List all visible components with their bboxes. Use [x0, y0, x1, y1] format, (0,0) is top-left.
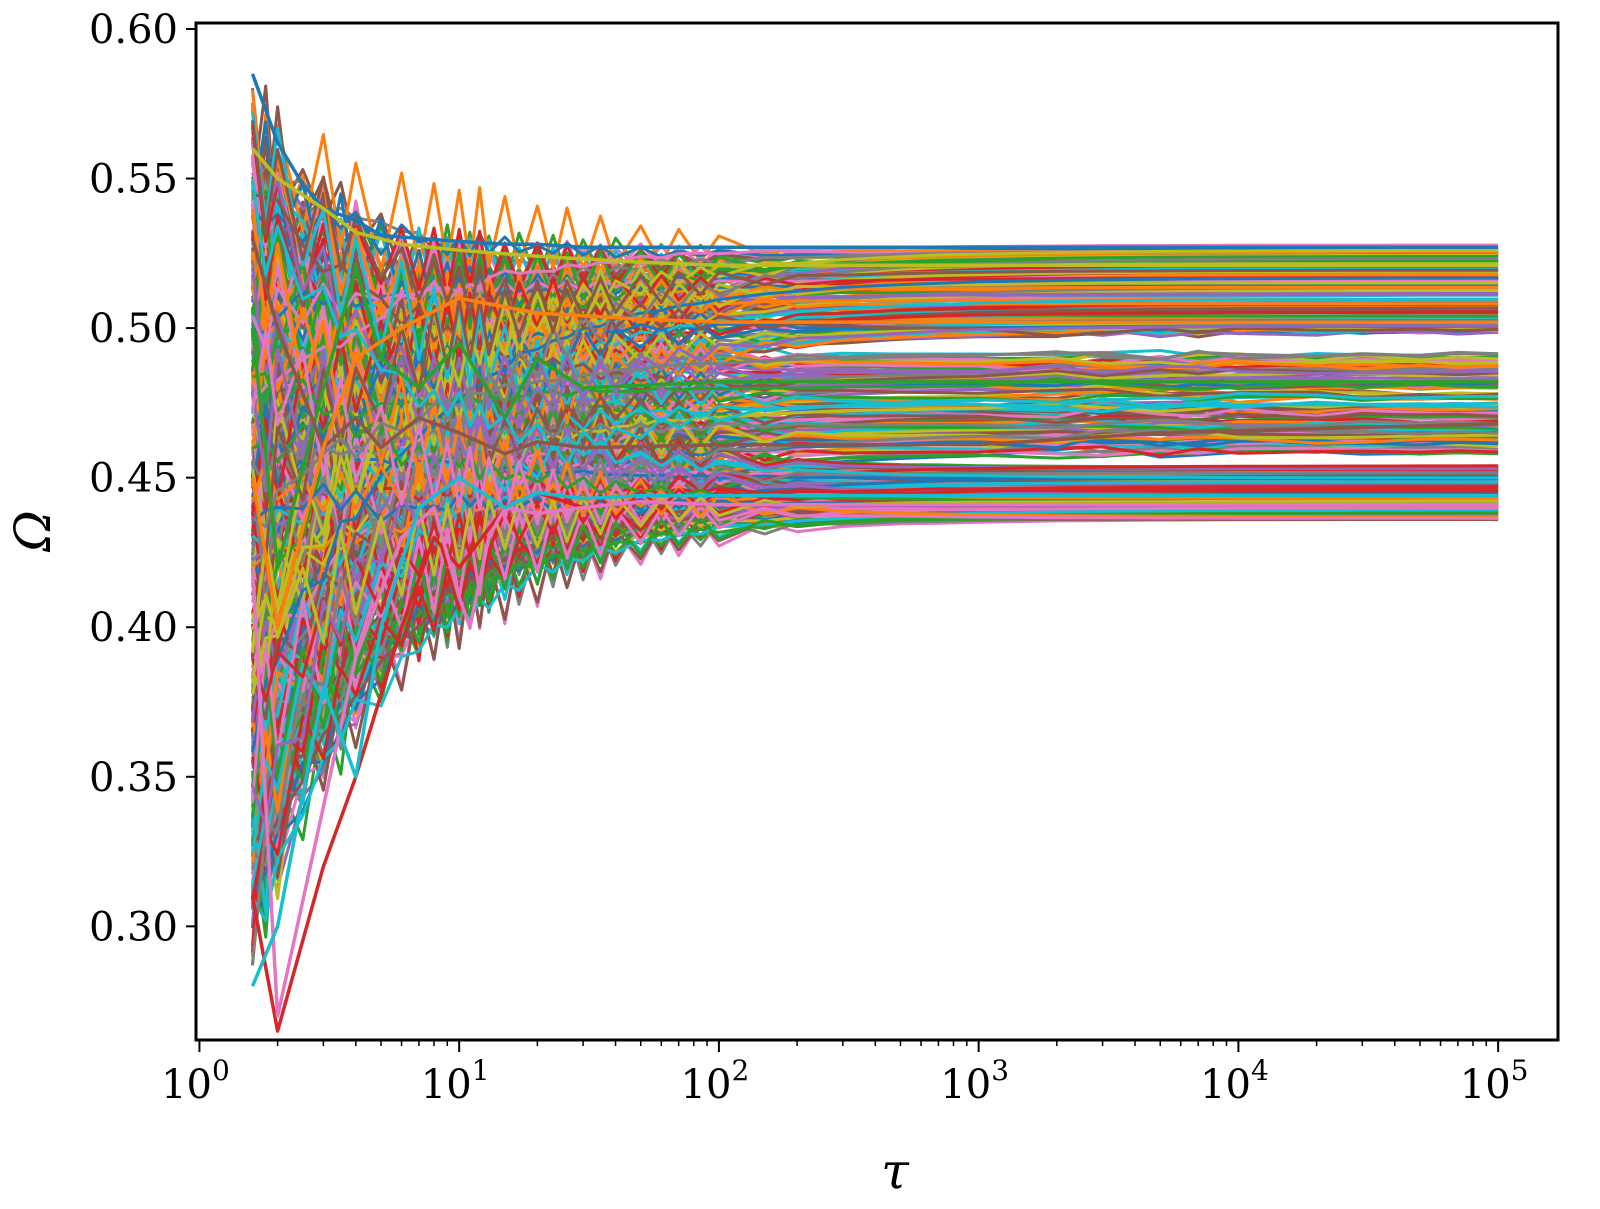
series-line-387 [251, 449, 1499, 610]
series-line-415 [251, 268, 1499, 560]
series-line-407 [251, 257, 1499, 966]
x-tick-label-3: 103 [940, 1054, 1009, 1108]
y-tick-label-2: 0.40 [89, 605, 178, 651]
series-line-399 [251, 112, 1499, 414]
series-line-400 [251, 276, 1499, 753]
x-tick-label-0: 100 [161, 1054, 230, 1108]
series-line-420 [250, 73, 1499, 250]
series-line-426 [251, 147, 1499, 268]
series-line-408 [251, 248, 1499, 695]
series-line-417 [251, 349, 1499, 528]
y-tick-label-0: 0.30 [89, 904, 178, 950]
series-line-424 [250, 266, 1499, 570]
series-line-423 [250, 475, 1499, 987]
series-line-409 [251, 392, 1499, 855]
series-line-416 [251, 330, 1499, 526]
series-line-368 [251, 401, 1499, 631]
series-line-418 [251, 493, 1499, 685]
y-axis-label: Ω [4, 510, 62, 552]
series-line-419 [251, 180, 1499, 480]
plot-frame [194, 21, 1560, 1042]
x-tick-label-4: 104 [1200, 1054, 1269, 1108]
x-axis-ticks: 100 101 102 103 104 105 [161, 1040, 1529, 1108]
y-tick-label-4: 0.50 [89, 306, 178, 352]
x-tick-label-1: 101 [421, 1054, 490, 1108]
series-line-397 [251, 418, 1499, 488]
series-line-427 [250, 296, 1499, 629]
series-line-389 [251, 508, 1499, 922]
y-axis-ticks: 0.30 0.35 0.40 0.45 0.50 0.55 0.60 [89, 7, 196, 950]
x-tick-label-2: 102 [681, 1054, 750, 1108]
series-line-405 [251, 120, 1499, 338]
series-line-395 [252, 192, 1499, 400]
series-line-425 [250, 237, 1499, 456]
series-layer [250, 73, 1499, 1033]
series-line-396 [251, 243, 1499, 403]
x-axis-label: τ [881, 1142, 910, 1200]
y-tick-label-6: 0.60 [89, 7, 178, 53]
y-tick-label-5: 0.55 [89, 157, 178, 203]
x-tick-label-5: 105 [1460, 1054, 1529, 1108]
y-tick-label-1: 0.35 [89, 755, 178, 801]
y-tick-label-3: 0.45 [89, 456, 178, 502]
series-line-403 [251, 486, 1499, 900]
series-line-404 [251, 347, 1499, 482]
